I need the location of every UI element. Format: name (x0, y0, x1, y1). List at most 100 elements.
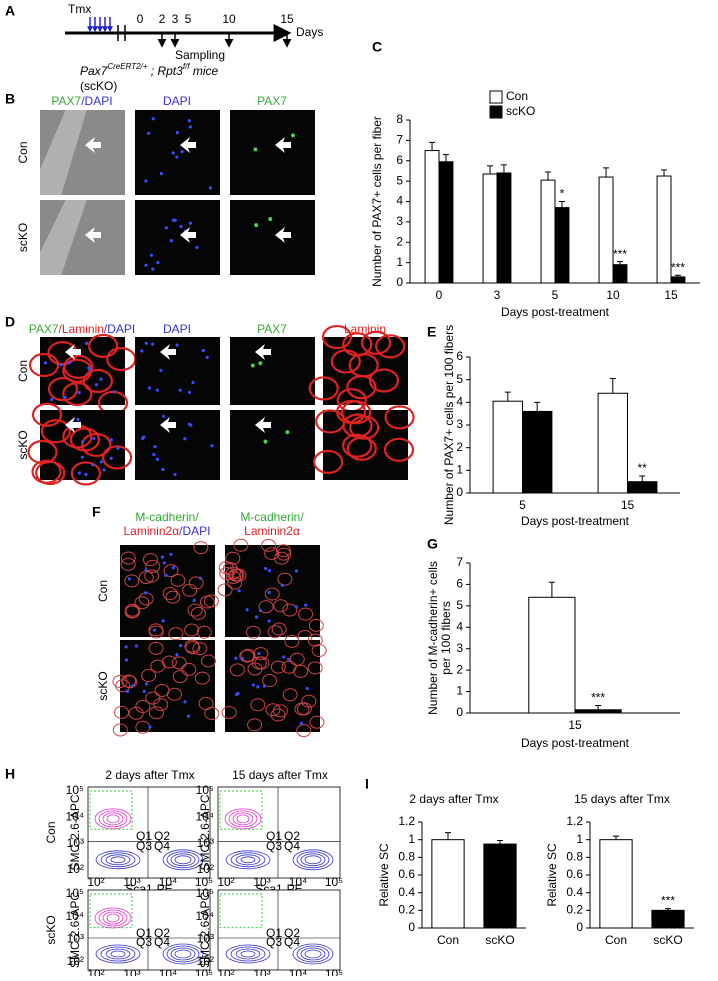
nucleus (245, 608, 249, 612)
flow-tick: 10⁵ (325, 967, 343, 976)
y-axis-label: Number of PAX7+ cells per fiber (370, 116, 384, 287)
fiber-outline (258, 600, 274, 614)
fiber-outline (120, 557, 136, 571)
image-bg (225, 545, 320, 637)
nucleus (187, 119, 191, 123)
significance: *** (591, 691, 605, 705)
title-part: PAX7 (51, 94, 81, 108)
nucleus (162, 561, 166, 565)
contour (240, 856, 256, 864)
image-bg (120, 640, 215, 732)
legend-swatch (489, 105, 503, 119)
micrograph (40, 200, 125, 275)
micrograph (135, 110, 220, 195)
nucleus (155, 457, 160, 461)
micrograph (28, 333, 137, 415)
fiber-outline (200, 654, 216, 668)
nucleus (102, 468, 106, 472)
fiber-outline (121, 674, 137, 688)
fiber-outline (311, 644, 327, 658)
error-bar (445, 832, 451, 840)
nucleus (124, 658, 129, 662)
x-axis-label: Days post-treatment (521, 736, 630, 750)
legend-label: Con (506, 89, 528, 103)
nucleus (153, 445, 157, 449)
flow-tick: 10² (87, 967, 104, 976)
panel-label: H (5, 766, 15, 782)
quadrant-label: Q1 (136, 829, 152, 843)
micrograph (27, 402, 133, 486)
label: Days (296, 25, 323, 39)
fiber-outline (198, 697, 214, 711)
contour (228, 810, 258, 828)
y-tick-label: 4 (396, 194, 403, 208)
quadrant-label: Q3 (266, 839, 282, 853)
image-bg (40, 337, 125, 405)
mice-part: Rpt3 (157, 64, 183, 78)
contour (98, 909, 128, 927)
title-part: Laminin (344, 322, 386, 336)
y-axis-label: Relative SC (377, 843, 391, 907)
fiber-outline (203, 594, 219, 608)
nucleus (109, 456, 113, 460)
image-bg (230, 337, 315, 405)
column-header: 2 days after Tmx (105, 768, 194, 782)
nucleus (144, 341, 148, 345)
contour (235, 948, 261, 960)
error-bar (603, 167, 610, 178)
flow-tick: 10⁴ (289, 875, 308, 889)
micrograph (230, 200, 315, 275)
fiber-outline (124, 574, 140, 588)
fiber-outline (148, 641, 164, 655)
fiber-outline (166, 687, 182, 701)
y-axis-label: Number of M-cadherin+ cells (426, 561, 440, 715)
fiber-outline (289, 652, 305, 666)
panel-label: E (427, 324, 436, 340)
y-tick-label: 3 (396, 214, 403, 228)
image-title: PAX7/DAPI (51, 94, 112, 108)
fiber-outline (231, 568, 247, 582)
nucleus (87, 367, 91, 371)
y-tick-label: 0.8 (398, 850, 415, 864)
title-part: /DAPI (104, 322, 135, 336)
label: 5 (185, 12, 192, 26)
fiber-outline (375, 334, 406, 359)
fiber-outline (384, 405, 415, 430)
nucleus (67, 361, 71, 365)
nucleus (112, 390, 117, 394)
nucleus (241, 657, 245, 661)
nucleus (92, 436, 96, 441)
fiber-outline (35, 460, 66, 486)
image-title: PAX7 (257, 94, 287, 108)
nucleus (299, 721, 304, 725)
contour (304, 855, 322, 865)
contour (106, 913, 120, 923)
nucleus (188, 221, 192, 225)
significance: * (560, 187, 565, 201)
fiber-outline (296, 702, 312, 716)
contour (225, 850, 271, 870)
y-axis-label: per 100 fibers (439, 601, 453, 674)
nucleus (151, 342, 155, 346)
fiber-outline (142, 553, 158, 567)
y-tick-label: 5 (396, 173, 403, 187)
bar (574, 709, 622, 714)
nucleus (251, 683, 256, 687)
nucleus (160, 555, 165, 559)
row-label: Con (44, 821, 58, 843)
fiber-outline (313, 449, 344, 475)
micrograph (230, 410, 315, 480)
nucleus (109, 438, 114, 442)
label: 0 (137, 12, 144, 26)
fiber-outline (298, 607, 314, 621)
bar (431, 839, 465, 929)
y-tick-label: 8 (396, 112, 403, 126)
image-title: PAX7 (257, 322, 287, 336)
fiber-outline (264, 547, 280, 561)
nucleus (254, 615, 259, 619)
nucleus (205, 355, 209, 359)
contour (110, 950, 126, 958)
nucleus (161, 619, 165, 623)
bar (482, 173, 498, 284)
contour (162, 943, 204, 965)
